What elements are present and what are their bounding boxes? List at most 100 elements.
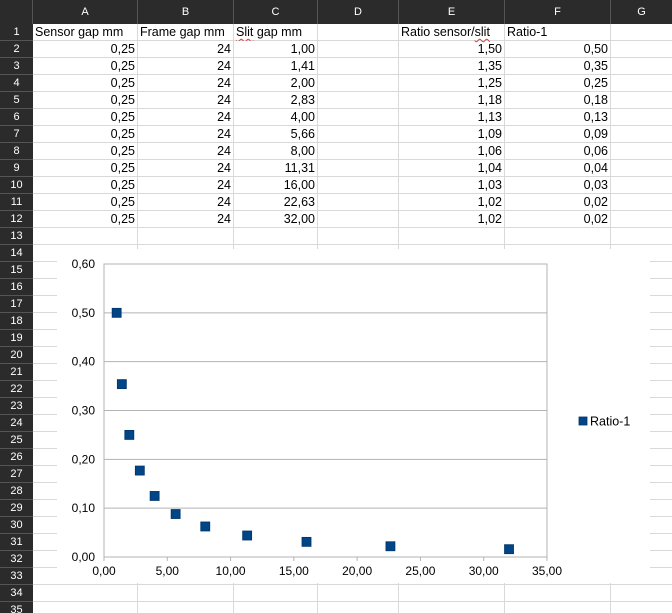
row-header-19[interactable]: 19 bbox=[0, 330, 33, 347]
cell-b12[interactable]: 24 bbox=[217, 212, 231, 226]
row-header-15[interactable]: 15 bbox=[0, 262, 33, 279]
cell-e12[interactable]: 1,02 bbox=[477, 212, 502, 226]
cell-e6[interactable]: 1,13 bbox=[477, 110, 502, 124]
cell-f2[interactable]: 0,50 bbox=[583, 42, 608, 56]
cell-e11[interactable]: 1,02 bbox=[477, 195, 502, 209]
cell-b11[interactable]: 24 bbox=[217, 195, 231, 209]
cell-a12[interactable]: 0,25 bbox=[110, 212, 135, 226]
cell-a11[interactable]: 0,25 bbox=[110, 195, 135, 209]
cell-a8[interactable]: 0,25 bbox=[110, 144, 135, 158]
cell-c2[interactable]: 1,00 bbox=[290, 42, 315, 56]
row-header-2[interactable]: 2 bbox=[0, 41, 33, 58]
cell-a3[interactable]: 0,25 bbox=[110, 59, 135, 73]
cell-e2[interactable]: 1,50 bbox=[477, 42, 502, 56]
row-header-3[interactable]: 3 bbox=[0, 58, 33, 75]
column-header-a[interactable]: A bbox=[33, 0, 138, 24]
cell-a10[interactable]: 0,25 bbox=[110, 178, 135, 192]
column-header-b[interactable]: B bbox=[138, 0, 234, 24]
cell-b2[interactable]: 24 bbox=[217, 42, 231, 56]
cell-a6[interactable]: 0,25 bbox=[110, 110, 135, 124]
cell-c10[interactable]: 16,00 bbox=[283, 178, 315, 192]
cell-f12[interactable]: 0,02 bbox=[583, 212, 608, 226]
cell-f8[interactable]: 0,06 bbox=[583, 144, 608, 158]
cell-b10[interactable]: 24 bbox=[217, 178, 231, 192]
row-header-12[interactable]: 12 bbox=[0, 211, 33, 228]
cell-e4[interactable]: 1,25 bbox=[477, 76, 502, 90]
cell-b8[interactable]: 24 bbox=[217, 144, 231, 158]
row-header-24[interactable]: 24 bbox=[0, 415, 33, 432]
cell-c9[interactable]: 11,31 bbox=[284, 161, 315, 175]
row-header-31[interactable]: 31 bbox=[0, 534, 33, 551]
row-header-25[interactable]: 25 bbox=[0, 432, 33, 449]
cell-c5[interactable]: 2,83 bbox=[290, 93, 315, 107]
row-header-35[interactable]: 35 bbox=[0, 602, 33, 613]
cell-c4[interactable]: 2,00 bbox=[290, 76, 315, 90]
cell-f4[interactable]: 0,25 bbox=[583, 76, 608, 90]
cell-e1[interactable]: Ratio sensor/slit bbox=[401, 25, 490, 39]
row-header-26[interactable]: 26 bbox=[0, 449, 33, 466]
cell-a9[interactable]: 0,25 bbox=[110, 161, 135, 175]
cell-f10[interactable]: 0,03 bbox=[583, 178, 608, 192]
row-header-5[interactable]: 5 bbox=[0, 92, 33, 109]
row-header-9[interactable]: 9 bbox=[0, 160, 33, 177]
column-header-f[interactable]: F bbox=[505, 0, 611, 24]
scatter-chart[interactable]: 0,00 0,10 0,20 0,30 0,40 0,50 0,60 0,00 5,00 10,0… bbox=[57, 249, 650, 583]
column-header-c[interactable]: C bbox=[234, 0, 318, 24]
row-header-32[interactable]: 32 bbox=[0, 551, 33, 568]
row-header-30[interactable]: 30 bbox=[0, 517, 33, 534]
row-header-13[interactable]: 13 bbox=[0, 228, 33, 245]
cell-b1[interactable]: Frame gap mm bbox=[140, 25, 225, 39]
row-header-18[interactable]: 18 bbox=[0, 313, 33, 330]
cell-a1[interactable]: Sensor gap mm bbox=[35, 25, 124, 39]
row-header-8[interactable]: 8 bbox=[0, 143, 33, 160]
cell-c3[interactable]: 1,41 bbox=[290, 59, 315, 73]
column-header-e[interactable]: E bbox=[399, 0, 505, 24]
column-header-d[interactable]: D bbox=[318, 0, 399, 24]
cell-f6[interactable]: 0,13 bbox=[583, 110, 608, 124]
cell-c1[interactable]: Slit gap mm bbox=[236, 25, 303, 39]
cell-c7[interactable]: 5,66 bbox=[290, 127, 315, 141]
row-header-4[interactable]: 4 bbox=[0, 75, 33, 92]
cell-c6[interactable]: 4,00 bbox=[290, 110, 315, 124]
cell-a2[interactable]: 0,25 bbox=[110, 42, 135, 56]
row-header-22[interactable]: 22 bbox=[0, 381, 33, 398]
row-header-17[interactable]: 17 bbox=[0, 296, 33, 313]
row-header-10[interactable]: 10 bbox=[0, 177, 33, 194]
cell-a5[interactable]: 0,25 bbox=[110, 93, 135, 107]
cell-f5[interactable]: 0,18 bbox=[583, 93, 608, 107]
cell-f1[interactable]: Ratio-1 bbox=[507, 25, 548, 39]
row-header-23[interactable]: 23 bbox=[0, 398, 33, 415]
cell-a4[interactable]: 0,25 bbox=[110, 76, 135, 90]
row-header-34[interactable]: 34 bbox=[0, 585, 33, 602]
cell-e5[interactable]: 1,18 bbox=[477, 93, 502, 107]
row-header-7[interactable]: 7 bbox=[0, 126, 33, 143]
cell-b5[interactable]: 24 bbox=[217, 93, 231, 107]
cell-b4[interactable]: 24 bbox=[217, 76, 231, 90]
cell-e7[interactable]: 1,09 bbox=[477, 127, 502, 141]
cell-c8[interactable]: 8,00 bbox=[290, 144, 315, 158]
row-header-16[interactable]: 16 bbox=[0, 279, 33, 296]
cell-c12[interactable]: 32,00 bbox=[283, 212, 315, 226]
row-header-14[interactable]: 14 bbox=[0, 245, 33, 262]
row-header-29[interactable]: 29 bbox=[0, 500, 33, 517]
cell-e3[interactable]: 1,35 bbox=[477, 59, 502, 73]
row-header-20[interactable]: 20 bbox=[0, 347, 33, 364]
row-header-6[interactable]: 6 bbox=[0, 109, 33, 126]
cell-f7[interactable]: 0,09 bbox=[583, 127, 608, 141]
row-header-28[interactable]: 28 bbox=[0, 483, 33, 500]
cell-b6[interactable]: 24 bbox=[217, 110, 231, 124]
row-header-21[interactable]: 21 bbox=[0, 364, 33, 381]
cell-c11[interactable]: 22,63 bbox=[283, 195, 315, 209]
cell-f11[interactable]: 0,02 bbox=[583, 195, 608, 209]
cell-a7[interactable]: 0,25 bbox=[110, 127, 135, 141]
cell-b7[interactable]: 24 bbox=[217, 127, 231, 141]
row-header-11[interactable]: 11 bbox=[0, 194, 33, 211]
select-all-corner[interactable] bbox=[0, 0, 33, 24]
row-header-1[interactable]: 1 bbox=[0, 24, 33, 41]
cell-b9[interactable]: 24 bbox=[217, 161, 231, 175]
cell-e8[interactable]: 1,06 bbox=[477, 144, 502, 158]
row-header-33[interactable]: 33 bbox=[0, 568, 33, 585]
row-header-27[interactable]: 27 bbox=[0, 466, 33, 483]
cell-e10[interactable]: 1,03 bbox=[477, 178, 502, 192]
cell-f3[interactable]: 0,35 bbox=[583, 59, 608, 73]
